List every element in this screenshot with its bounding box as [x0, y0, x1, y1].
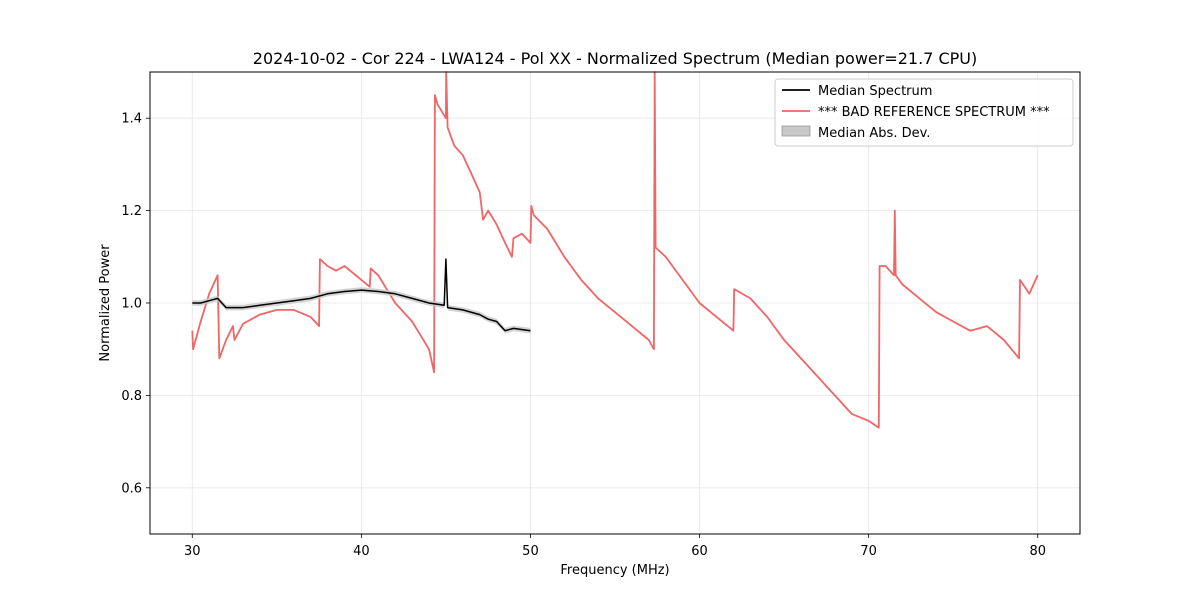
y-tick-label: 1.0	[121, 297, 142, 312]
legend-box	[774, 78, 1074, 147]
series-median-line	[192, 258, 531, 332]
legend-reference-label: *** BAD REFERENCE SPECTRUM ***	[818, 105, 1050, 120]
data-layer	[191, 71, 1039, 429]
x-tick-label: 60	[691, 544, 708, 559]
y-tick-label: 1.4	[121, 112, 142, 127]
y-axis-label: Normalized Power	[98, 244, 113, 362]
y-tick-label: 0.6	[121, 481, 142, 496]
axes: 30 40 50 60 70 80 0.6 0.8 1.0 1.2 1.4	[121, 112, 1046, 559]
x-tick-label: 50	[522, 544, 539, 559]
legend: Median Spectrum *** BAD REFERENCE SPECTR…	[774, 78, 1074, 147]
legend-mad-label: Median Abs. Dev.	[818, 126, 930, 141]
x-tick-label: 30	[184, 544, 201, 559]
x-axis-label: Frequency (MHz)	[560, 563, 669, 578]
y-tick-label: 0.8	[121, 389, 142, 404]
chart-title: 2024-10-02 - Cor 224 - LWA124 - Pol XX -…	[253, 49, 977, 68]
y-tick-label: 1.2	[121, 204, 142, 219]
series-reference-line	[191, 71, 1039, 429]
legend-median-label: Median Spectrum	[818, 84, 932, 99]
x-tick-label: 40	[353, 544, 370, 559]
x-tick-label: 70	[860, 544, 877, 559]
x-tick-label: 80	[1029, 544, 1046, 559]
legend-mad-swatch	[781, 125, 811, 137]
